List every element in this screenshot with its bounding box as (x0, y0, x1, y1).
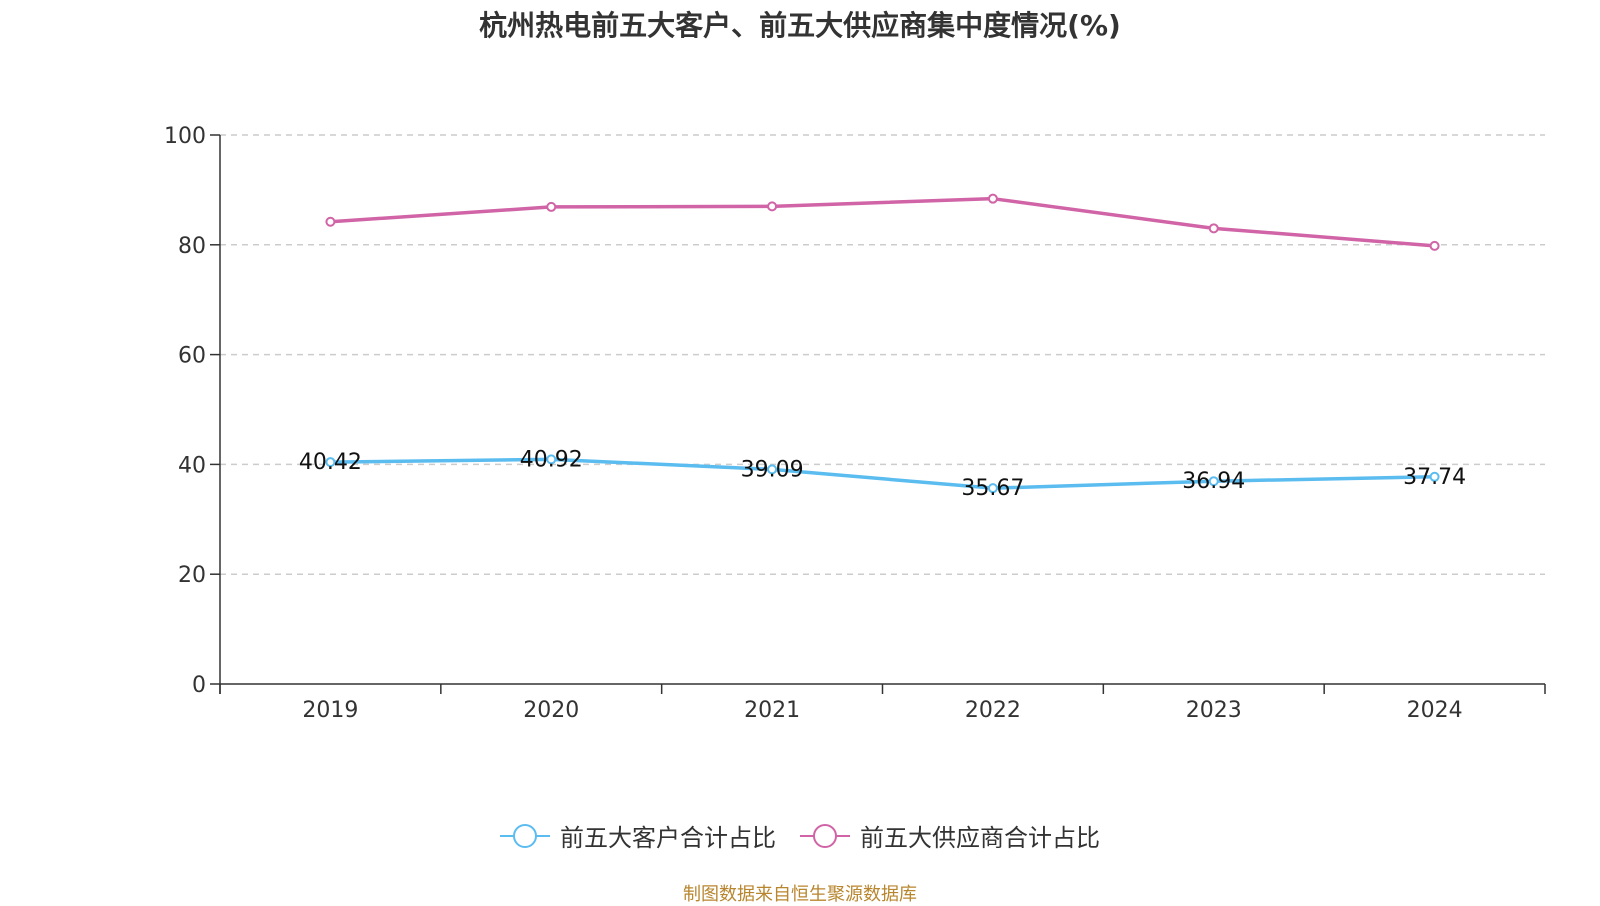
data-label: 37.74 (1403, 465, 1466, 490)
line-chart: 0 20 40 60 80 100 2019 2020 2021 2022 2023 2024 40.… (164, 124, 1546, 723)
series-line-0 (330, 457, 1435, 490)
data-point-0 (767, 464, 778, 475)
y-tick-label: 40 (178, 453, 206, 478)
y-tick-label: 0 (192, 673, 206, 698)
series (325, 193, 1440, 494)
legend-marker-suppliers (800, 823, 850, 848)
data-point-0 (546, 454, 557, 465)
x-tick-label: 2022 (965, 698, 1021, 723)
y-tick-label: 20 (178, 563, 206, 588)
y-tick-label: 100 (164, 124, 206, 149)
data-label: 39.09 (741, 457, 804, 482)
x-tick-label: 2024 (1407, 698, 1463, 723)
x-tick-label: 2021 (744, 698, 800, 723)
data-point-0 (987, 483, 998, 494)
data-point-0 (1429, 471, 1440, 482)
legend-marker-customers (500, 823, 550, 848)
x-tick-label: 2019 (302, 698, 358, 723)
source-note: 制图数据来自恒生聚源数据库 (683, 884, 917, 905)
data-point-1 (325, 216, 336, 227)
data-labels: 40.42 40.92 39.09 35.67 36.94 37.74 (299, 447, 1466, 501)
data-point-1 (1208, 223, 1219, 234)
legend-label-suppliers: 前五大供应商合计占比 (860, 824, 1100, 852)
grid-lines (220, 134, 1545, 575)
series-line-1 (330, 196, 1435, 248)
data-label: 35.67 (961, 476, 1024, 501)
x-tick-label: 2023 (1186, 698, 1242, 723)
data-label: 40.92 (520, 447, 583, 472)
legend: 前五大客户合计占比 前五大供应商合计占比 (0, 818, 1600, 853)
data-label: 40.42 (299, 450, 362, 475)
y-tick-label: 80 (178, 234, 206, 259)
data-point-0 (325, 457, 336, 468)
data-point-0 (1208, 476, 1219, 487)
y-tick-label: 60 (178, 344, 206, 369)
legend-label-customers: 前五大客户合计占比 (560, 824, 776, 852)
data-label: 36.94 (1182, 469, 1245, 494)
data-point-1 (1429, 240, 1440, 251)
data-point-1 (546, 201, 557, 212)
axes: 0 20 40 60 80 100 2019 2020 2021 2022 2023 2024 (164, 124, 1546, 723)
x-tick-label: 2020 (523, 698, 579, 723)
data-point-1 (987, 193, 998, 204)
legend-item-customers[interactable]: 前五大客户合计占比 (500, 818, 776, 853)
legend-item-suppliers[interactable]: 前五大供应商合计占比 (800, 818, 1100, 853)
data-point-1 (767, 201, 778, 212)
chart-title: 杭州热电前五大客户、前五大供应商集中度情况(%) (479, 9, 1121, 42)
